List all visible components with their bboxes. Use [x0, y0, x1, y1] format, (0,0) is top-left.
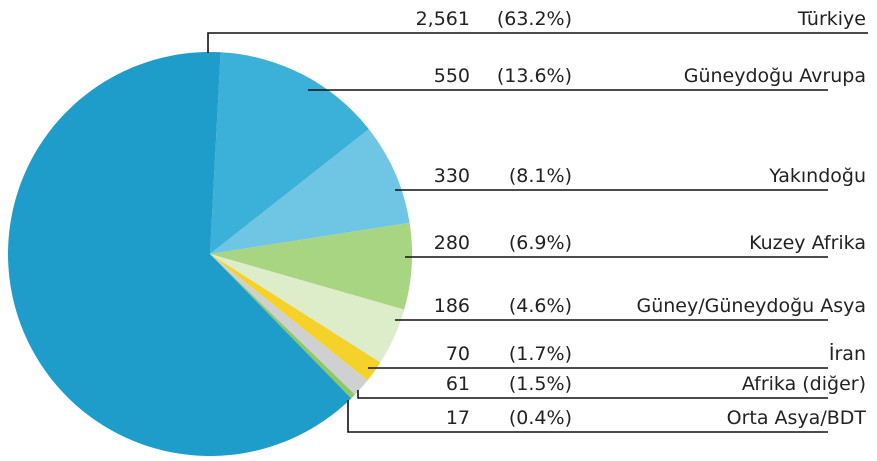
value-label: 17	[446, 407, 470, 429]
pie-slice	[210, 129, 410, 254]
percent-label: (6.9%)	[509, 232, 572, 254]
leader-line	[207, 32, 868, 53]
percent-label: (63.2%)	[497, 8, 572, 30]
percent-label: (13.6%)	[497, 65, 572, 87]
value-label: 70	[446, 343, 470, 365]
pie-slice	[210, 52, 369, 255]
category-label: Afrika (diğer)	[742, 373, 866, 395]
pie-slice	[210, 254, 355, 399]
category-label: Kuzey Afrika	[749, 232, 866, 254]
leader-line	[347, 400, 828, 433]
leader-line	[357, 390, 828, 399]
value-label: 280	[434, 232, 470, 254]
pie-slice	[210, 254, 368, 395]
percent-label: (4.6%)	[509, 295, 572, 317]
pie-slice	[210, 222, 412, 310]
pie-slice	[210, 254, 405, 363]
value-label: 330	[434, 165, 470, 187]
pie-slice	[210, 254, 381, 381]
category-label: Güneydoğu Avrupa	[684, 65, 866, 87]
percent-label: (0.4%)	[509, 407, 572, 429]
percent-label: (1.7%)	[509, 343, 572, 365]
category-label: Yakındoğu	[768, 165, 866, 187]
percent-label: (1.5%)	[509, 373, 572, 395]
value-label: 550	[434, 65, 470, 87]
pie-slice	[7, 52, 352, 456]
category-label: Güney/Güneydoğu Asya	[637, 295, 867, 317]
category-label: İran	[829, 342, 866, 365]
value-label: 61	[446, 373, 470, 395]
percent-label: (8.1%)	[509, 165, 572, 187]
value-label: 2,561	[416, 8, 470, 30]
category-label: Türkiye	[797, 8, 866, 30]
value-label: 186	[434, 295, 470, 317]
category-label: Orta Asya/BDT	[727, 407, 867, 429]
